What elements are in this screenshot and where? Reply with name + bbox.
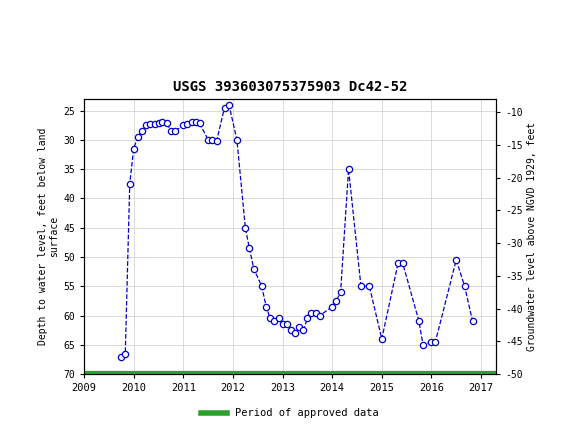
Text: USGS: USGS <box>32 10 87 28</box>
Title: USGS 393603075375903 Dc42-52: USGS 393603075375903 Dc42-52 <box>173 80 407 94</box>
Y-axis label: Depth to water level, feet below land
surface: Depth to water level, feet below land su… <box>38 128 59 345</box>
Y-axis label: Groundwater level above NGVD 1929, feet: Groundwater level above NGVD 1929, feet <box>527 122 536 351</box>
Legend: Period of approved data: Period of approved data <box>197 404 383 423</box>
Text: ■: ■ <box>6 10 24 29</box>
